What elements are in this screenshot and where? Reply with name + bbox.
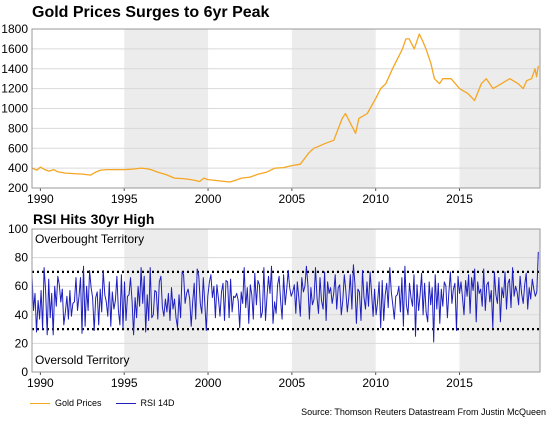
x-tick-label: 2015 bbox=[446, 376, 473, 390]
x-tick-label: 2000 bbox=[195, 376, 222, 390]
overbought-label: Overbought Territory bbox=[35, 232, 144, 246]
x-tick-label: 2010 bbox=[362, 376, 389, 390]
x-tick-label: 2015 bbox=[446, 192, 473, 206]
rsi-chart-title: RSI Hits 30yr High bbox=[33, 211, 155, 227]
y-tick-label: 1600 bbox=[1, 42, 28, 56]
chart-legend: Gold Prices RSI 14D bbox=[30, 398, 189, 408]
y-tick-label: 1800 bbox=[1, 22, 28, 36]
source-attribution: Source: Thomson Reuters Datastream From … bbox=[301, 407, 546, 417]
legend-gold-swatch bbox=[30, 402, 50, 404]
x-tick-label: 2010 bbox=[362, 192, 389, 206]
x-tick-label: 1990 bbox=[27, 376, 54, 390]
y-tick-label: 1000 bbox=[1, 102, 28, 116]
x-tick-label: 1995 bbox=[111, 376, 138, 390]
y-tick-label: 0 bbox=[21, 365, 28, 379]
y-tick-label: 1200 bbox=[1, 82, 28, 96]
shaded-period-1 bbox=[291, 229, 376, 372]
legend-gold-prices: Gold Prices bbox=[30, 398, 102, 408]
y-tick-label: 100 bbox=[8, 222, 28, 236]
series-line-rsi-14d bbox=[31, 251, 539, 343]
plot-border bbox=[31, 228, 541, 373]
rsi-chart: 0 20 40 60 80 100 1990 1995 2000 2005 2010 2015 Over… bbox=[8, 222, 541, 390]
legend-rsi-swatch bbox=[115, 402, 136, 404]
y-tick-label: 600 bbox=[8, 141, 28, 155]
gold-price-chart: 200 400 600 800 1000 1200 1400 1600 1800 1990 1995… bbox=[1, 22, 541, 206]
y-tick-label: 1400 bbox=[1, 62, 28, 76]
y-tick-label: 200 bbox=[8, 181, 28, 195]
x-tick-label: 1990 bbox=[27, 192, 54, 206]
y-tick-label: 40 bbox=[15, 308, 29, 322]
x-tick-label: 1995 bbox=[111, 192, 138, 206]
y-tick-label: 800 bbox=[8, 121, 28, 135]
chart-title: Gold Prices Surges to 6yr Peak bbox=[32, 4, 270, 21]
shaded-period-0 bbox=[124, 229, 209, 372]
plot-border bbox=[31, 28, 541, 189]
x-tick-label: 2005 bbox=[279, 376, 306, 390]
series-line-gold-prices bbox=[31, 33, 539, 183]
legend-rsi: RSI 14D bbox=[115, 398, 175, 408]
legend-rsi-label: RSI 14D bbox=[140, 398, 175, 408]
y-tick-label: 80 bbox=[15, 251, 29, 265]
x-tick-label: 2005 bbox=[279, 192, 306, 206]
x-tick-label: 2000 bbox=[195, 192, 222, 206]
y-tick-label: 400 bbox=[8, 161, 28, 175]
legend-gold-label: Gold Prices bbox=[55, 398, 102, 408]
oversold-label: Oversold Territory bbox=[35, 353, 129, 367]
y-tick-label: 60 bbox=[15, 279, 29, 293]
y-tick-label: 20 bbox=[15, 336, 29, 350]
